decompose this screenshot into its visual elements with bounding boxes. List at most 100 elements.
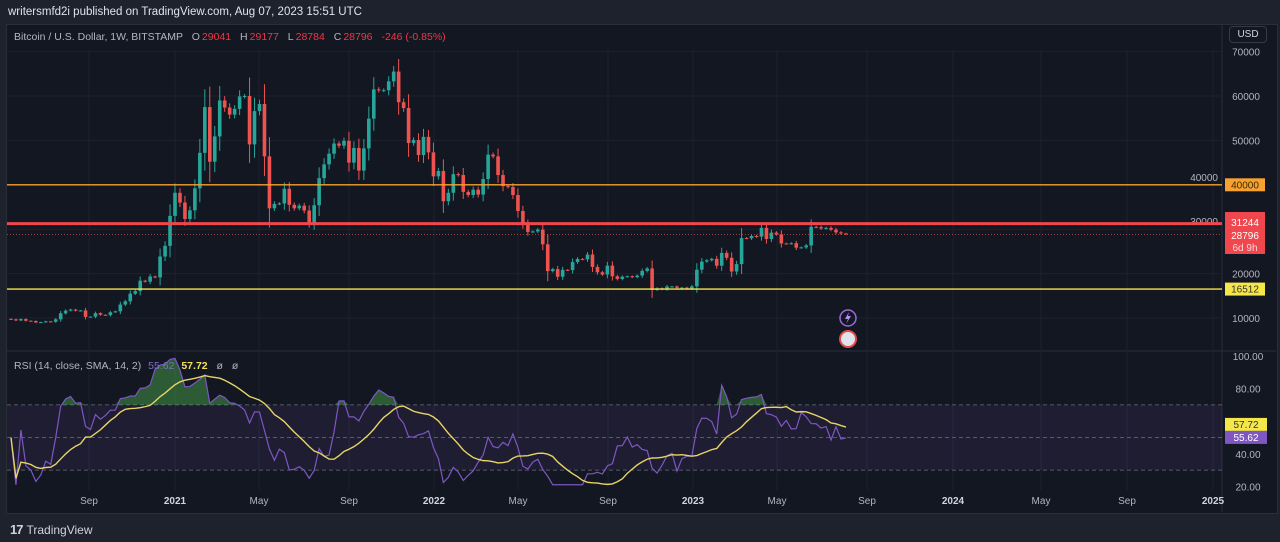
candle-body	[690, 286, 694, 289]
candle-body	[376, 89, 381, 91]
candle-body	[640, 270, 644, 276]
candle-body	[19, 319, 23, 321]
candle-body	[764, 227, 769, 239]
price-tag-group	[1225, 212, 1265, 254]
candle-body	[809, 226, 813, 246]
candle-body	[198, 152, 202, 189]
candle-body	[570, 262, 575, 271]
candle-body	[386, 81, 391, 91]
candle-body	[560, 269, 565, 277]
high-label: H	[240, 31, 248, 43]
candle-body	[461, 175, 466, 192]
candle-body	[471, 189, 475, 196]
open-value: 29041	[201, 31, 232, 43]
candle-body	[108, 312, 113, 316]
candle-body	[347, 140, 351, 163]
candle-body	[153, 276, 157, 278]
rsi-extra-1: ø	[216, 360, 223, 372]
candle-body	[421, 136, 426, 156]
candle-body	[456, 174, 461, 176]
us-flag-event-icon	[839, 330, 857, 348]
candle-body	[650, 268, 654, 290]
candle-body	[123, 301, 128, 305]
candle-body	[78, 310, 83, 312]
x-tick-label: May	[1032, 496, 1051, 507]
candle-body	[63, 310, 68, 314]
candle-body	[352, 147, 356, 163]
y-tick-label: 20000	[1232, 270, 1260, 281]
lightning-glyph-icon	[845, 312, 851, 324]
footer-brand[interactable]: 17 TradingView	[10, 522, 93, 537]
candle-body	[173, 192, 177, 216]
high-value: 29177	[249, 31, 279, 43]
candle-body	[630, 276, 635, 278]
candle-body	[133, 291, 138, 294]
candle-body	[98, 313, 103, 315]
tag-16512: 16512	[1231, 285, 1259, 296]
x-tick-label: May	[250, 496, 269, 507]
low-value: 28784	[295, 31, 325, 43]
candle-body	[327, 153, 331, 165]
candle-body	[749, 236, 754, 239]
candle-body	[759, 227, 764, 237]
rsi-y-tick: 80.00	[1235, 385, 1260, 396]
candle-body	[39, 322, 43, 324]
tag-countdown: 6d 9h	[1232, 243, 1257, 254]
open-label: O	[191, 31, 200, 43]
candle-body	[222, 100, 227, 108]
candle-body	[307, 210, 311, 223]
candle-body	[496, 156, 500, 176]
rsi-tag-bg	[1225, 430, 1267, 444]
candle-body	[302, 205, 307, 211]
low-label: L	[287, 31, 294, 43]
tag-31244: 31244	[1231, 218, 1259, 229]
candle-body	[83, 310, 88, 317]
candle-body	[426, 136, 431, 153]
candle-body	[585, 254, 590, 260]
candle-body	[168, 215, 172, 246]
candle-body	[685, 287, 689, 289]
symbol-legend: Bitcoin / U.S. Dollar, 1W, BITSTAMP O 290…	[14, 31, 446, 43]
candle-body	[431, 152, 436, 177]
candle-body	[824, 227, 828, 229]
candle-body	[9, 318, 13, 320]
x-tick-label: 2025	[1202, 496, 1225, 507]
rsi-sma-tag-bg	[1225, 417, 1267, 431]
rsi-sma-tag: 57.72	[1233, 420, 1258, 431]
candle-body	[526, 223, 530, 232]
candle-body	[103, 314, 108, 316]
candle-body	[531, 231, 535, 233]
candle-body	[486, 154, 490, 180]
candle-body	[43, 321, 48, 323]
tradingview-logo-icon: 17	[10, 522, 24, 537]
candle-body	[709, 258, 714, 261]
candle-body	[590, 254, 595, 267]
candle-body	[645, 268, 649, 271]
candle-body	[143, 280, 147, 282]
currency-button[interactable]: USD	[1229, 26, 1267, 43]
candle-body	[128, 293, 133, 302]
candle-body	[188, 210, 192, 219]
candle-body	[595, 266, 600, 273]
candle-body	[446, 192, 451, 202]
candle-body	[620, 276, 625, 279]
candle-body	[819, 227, 823, 229]
candle-body	[257, 103, 262, 112]
y-tick-label: 10000	[1232, 314, 1260, 325]
candle-body	[362, 148, 366, 171]
candle-body	[207, 107, 212, 162]
candle-body	[506, 186, 510, 188]
candle-body	[700, 261, 704, 270]
candle-body	[68, 309, 73, 311]
candle-body	[29, 320, 33, 322]
candle-body	[332, 143, 336, 154]
candle-body	[163, 245, 167, 257]
candle-body	[118, 304, 123, 312]
candle-body	[391, 71, 396, 82]
candle-body	[396, 71, 401, 103]
candle-body	[317, 178, 321, 206]
y-tick-label: 50000	[1232, 136, 1260, 147]
candle-body	[739, 238, 744, 265]
candle-body	[262, 103, 267, 157]
